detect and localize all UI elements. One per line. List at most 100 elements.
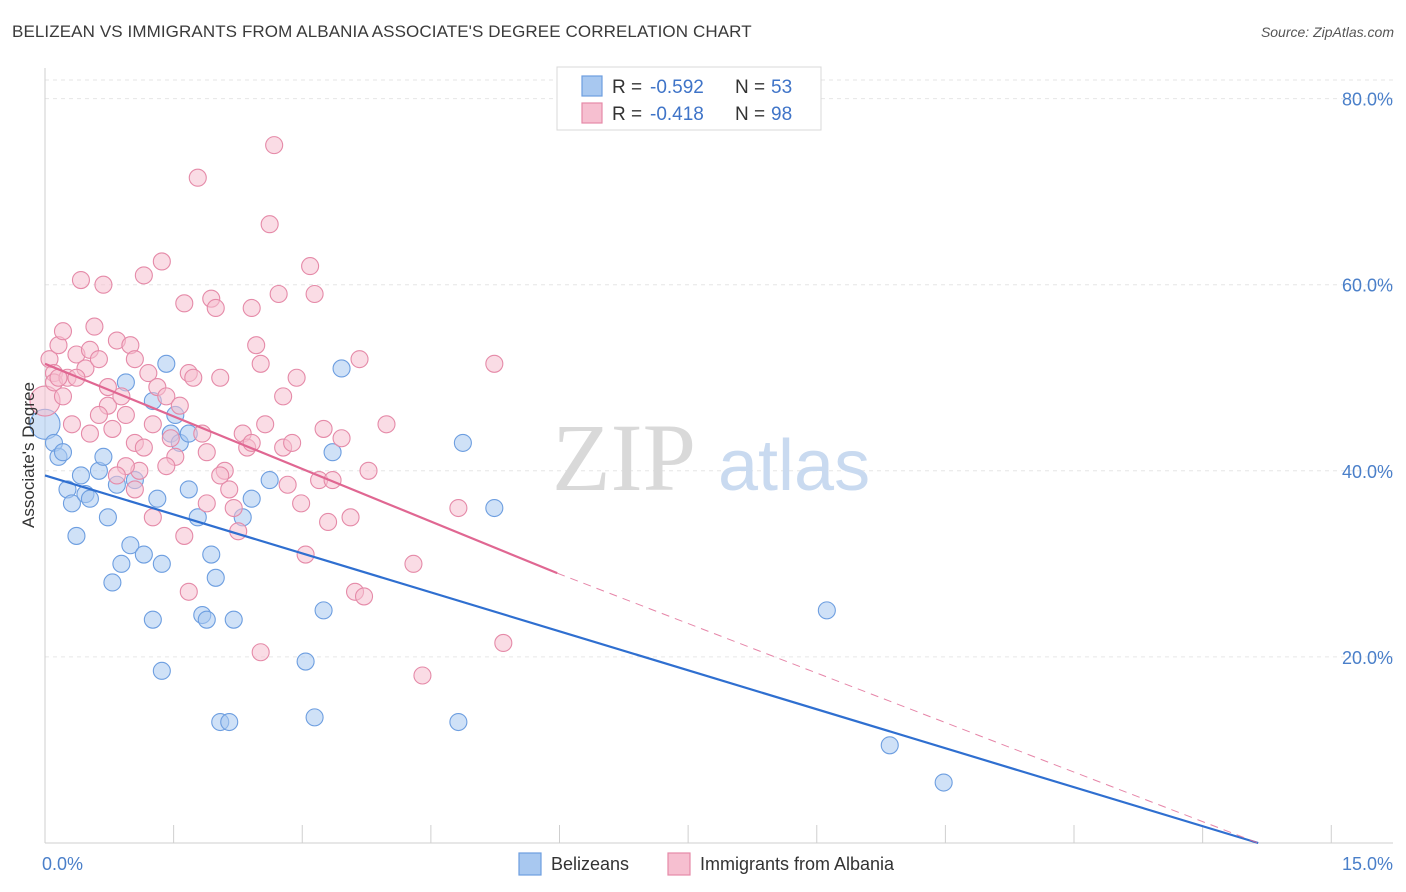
albania-point-50 — [256, 415, 275, 434]
chart-title: BELIZEAN VS IMMIGRANTS FROM ALBANIA ASSO… — [12, 22, 752, 41]
legend-swatch-belizeans — [581, 75, 603, 97]
belizean-point-5 — [62, 494, 82, 513]
albania-point-40 — [211, 368, 230, 387]
chart-source: Source: ZipAtlas.com — [1260, 24, 1394, 40]
albania-point-89 — [143, 508, 162, 527]
legend-r-label-1: R = — [612, 77, 642, 98]
albania-point-9 — [71, 271, 90, 290]
albania-point-49 — [251, 354, 270, 373]
albania-point-27 — [152, 252, 171, 271]
belizean-point-48 — [485, 498, 504, 518]
belizean-point-41 — [296, 652, 315, 671]
albania-point-80 — [157, 457, 176, 476]
albania-point-73 — [404, 554, 423, 573]
y-tick-label-2: 60.0% — [1342, 276, 1393, 296]
albania-point-13 — [89, 350, 108, 369]
belizean-point-45 — [332, 359, 351, 378]
albania-point-77 — [494, 633, 513, 652]
albania-point-24 — [139, 364, 158, 383]
grid-lines — [45, 79, 1393, 658]
albania-point-61 — [305, 284, 324, 304]
albania-point-57 — [287, 368, 306, 387]
albania-point-65 — [323, 471, 342, 490]
belizean-point-43 — [314, 601, 333, 620]
albania-point-34 — [184, 368, 203, 387]
albania-point-94 — [107, 466, 126, 485]
x-tick-label-1: 15.0% — [1342, 854, 1393, 874]
belizean-point-13 — [103, 573, 122, 592]
belizean-point-29 — [179, 480, 198, 499]
albania-point-93 — [80, 424, 99, 443]
bottom-legend-swatch-belizeans — [518, 852, 542, 876]
albania-point-55 — [278, 475, 297, 494]
albania-point-39 — [206, 298, 225, 318]
belizean-point-51 — [934, 773, 953, 792]
albania-point-60 — [301, 257, 320, 276]
albania-point-53 — [269, 284, 288, 304]
albania-point-31 — [170, 396, 189, 415]
albania-point-29 — [161, 429, 180, 448]
legend-r-label-2: R = — [612, 104, 642, 125]
belizean-point-46 — [449, 712, 468, 732]
albania-point-32 — [175, 294, 194, 313]
x-tick-label-0: 0.0% — [42, 854, 83, 874]
legend-n-label-2: N = — [735, 104, 765, 125]
belizean-point-15 — [112, 554, 131, 573]
albania-point-76 — [485, 354, 504, 373]
albania-point-43 — [224, 498, 243, 518]
albania-point-91 — [53, 322, 73, 341]
watermark-atlas: atlas — [718, 426, 870, 506]
albania-point-35 — [188, 168, 207, 187]
albania-point-83 — [211, 466, 230, 485]
trend-line-belizeans — [44, 474, 1259, 845]
belizean-point-24 — [157, 354, 176, 373]
watermark: ZIP atlas — [552, 404, 870, 511]
bottom-legend-swatch-albania — [667, 852, 691, 876]
albania-point-81 — [179, 582, 198, 601]
series-belizeans — [29, 354, 953, 792]
legend-n-label-1: N = — [735, 77, 765, 98]
series-albania — [29, 136, 513, 685]
albania-point-90 — [175, 526, 194, 545]
albania-point-70 — [354, 587, 374, 606]
belizean-point-21 — [148, 489, 167, 508]
albania-point-78 — [125, 350, 144, 369]
albania-point-56 — [283, 433, 302, 452]
belizean-point-23 — [152, 554, 171, 573]
belizean-point-47 — [453, 433, 472, 452]
bottom-legend-belizeans: Belizeans — [551, 854, 629, 874]
albania-point-12 — [85, 317, 104, 336]
albania-point-58 — [292, 494, 311, 513]
albania-point-28 — [157, 387, 176, 406]
belizean-point-3 — [53, 443, 73, 462]
albania-point-51 — [260, 215, 279, 234]
albania-point-48 — [247, 336, 266, 355]
bottom-legend-albania: Immigrants from Albania — [700, 854, 895, 874]
albania-point-69 — [350, 350, 369, 369]
albania-point-47 — [242, 298, 261, 318]
albania-point-23 — [134, 266, 153, 285]
belizean-point-50 — [880, 736, 899, 755]
albania-point-64 — [319, 512, 338, 532]
belizean-point-9 — [80, 489, 99, 508]
belizean-point-40 — [260, 471, 279, 490]
belizean-point-12 — [98, 508, 117, 527]
legend-n-value-2: 98 — [771, 104, 792, 125]
albania-point-85 — [251, 643, 270, 662]
y-tick-label-3: 80.0% — [1342, 90, 1393, 110]
belizean-point-36 — [220, 712, 239, 732]
albania-point-7 — [62, 415, 82, 434]
belizean-point-49 — [817, 601, 836, 620]
trend-line-albania-extension — [557, 572, 1259, 844]
albania-point-19 — [116, 405, 135, 425]
albania-point-14 — [94, 275, 113, 294]
albania-point-66 — [332, 429, 351, 448]
y-tick-label-1: 40.0% — [1342, 462, 1393, 482]
albania-point-42 — [220, 480, 239, 499]
albania-point-79 — [134, 438, 153, 457]
albania-point-67 — [341, 508, 360, 527]
albania-point-25 — [143, 415, 162, 434]
y-tick-label-0: 20.0% — [1342, 648, 1393, 668]
belizean-point-34 — [206, 568, 225, 587]
